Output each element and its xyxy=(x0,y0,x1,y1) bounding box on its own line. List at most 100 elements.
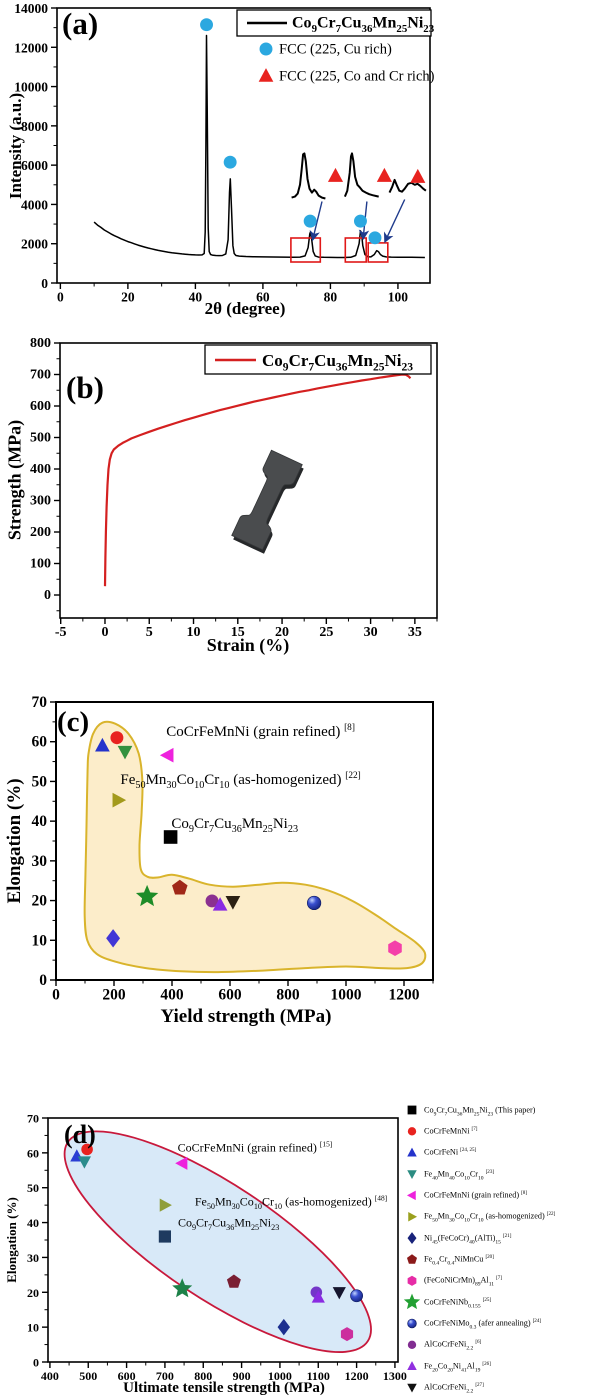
legend-marker-sphere xyxy=(407,1318,417,1329)
svg-text:0: 0 xyxy=(52,986,60,1003)
data-point xyxy=(172,1278,193,1298)
legend-marker-circle xyxy=(407,1340,417,1350)
data-point xyxy=(159,747,174,763)
svg-text:0: 0 xyxy=(41,276,48,291)
fcc-cu-peak-marker xyxy=(200,18,213,32)
svg-text:2000: 2000 xyxy=(21,237,48,252)
data-point xyxy=(226,1274,241,1288)
svg-text:14000: 14000 xyxy=(14,1,48,16)
data-point xyxy=(81,1143,93,1156)
svg-text:4000: 4000 xyxy=(21,197,48,212)
svg-text:20: 20 xyxy=(121,290,135,305)
svg-text:12000: 12000 xyxy=(14,40,48,55)
panel-b: -5 0 5 10 15 20 25 30 35 0 100 200 300 400 500 600 700 80… xyxy=(30,336,438,640)
tensile-specimen-image xyxy=(231,449,304,554)
svg-text:5: 5 xyxy=(146,625,153,640)
data-point xyxy=(159,1198,172,1212)
svg-text:8000: 8000 xyxy=(21,119,48,134)
inset-pointer-arrow-1 xyxy=(309,201,323,242)
svg-text:0: 0 xyxy=(44,588,51,603)
data-point xyxy=(117,745,133,760)
legend-marker-circle xyxy=(407,1127,417,1136)
svg-text:40: 40 xyxy=(32,813,48,830)
svg-text:800: 800 xyxy=(30,336,51,351)
legend-marker-star xyxy=(403,1293,421,1310)
legend-marker-triangle-left xyxy=(406,1190,416,1201)
svg-text:30: 30 xyxy=(364,625,378,640)
svg-text:60: 60 xyxy=(256,290,270,305)
svg-text:0: 0 xyxy=(57,290,64,305)
svg-text:30: 30 xyxy=(32,853,48,870)
fcc-cu-peak-marker xyxy=(303,214,317,228)
svg-text:0: 0 xyxy=(33,1356,39,1370)
peak-highlight-box-2 xyxy=(344,237,367,263)
data-point xyxy=(158,1230,171,1243)
panel-c: 0 200 400 600 800 1000 1200 0 10 20 30 40 50 60 70 xyxy=(32,694,434,1003)
legend-triangle-up-sample xyxy=(258,68,274,82)
svg-text:100: 100 xyxy=(388,290,409,305)
fcc-cu-peak-marker xyxy=(368,231,382,245)
svg-text:35: 35 xyxy=(408,625,422,640)
svg-text:200: 200 xyxy=(102,986,126,1003)
svg-text:900: 900 xyxy=(233,1369,251,1383)
legend-marker-pentagon xyxy=(406,1254,418,1264)
svg-text:500: 500 xyxy=(30,431,51,446)
axis-ticks: 0 200 400 600 800 1000 1200 0 10 20 30 40 50 60 70 xyxy=(32,694,434,1003)
axis-ticks: 0 20 40 60 80 100 0 2000 4000 6000 8000 10000 12000 1… xyxy=(14,1,408,305)
svg-text:100: 100 xyxy=(30,557,51,572)
svg-text:0: 0 xyxy=(101,625,108,640)
data-point xyxy=(205,894,219,908)
svg-text:10: 10 xyxy=(27,1321,39,1335)
svg-text:70: 70 xyxy=(32,694,48,711)
svg-text:200: 200 xyxy=(30,525,51,540)
data-point xyxy=(135,884,159,907)
data-point xyxy=(77,1156,91,1169)
plot-frame xyxy=(59,342,438,619)
svg-text:70: 70 xyxy=(27,1112,39,1126)
data-point xyxy=(388,940,402,957)
fcc-cocr-peak-marker xyxy=(410,168,426,183)
highlight-region xyxy=(83,720,427,974)
svg-text:1200: 1200 xyxy=(389,986,420,1003)
data-point xyxy=(95,737,110,752)
data-point xyxy=(112,792,127,808)
data-point xyxy=(110,731,124,745)
data-point xyxy=(350,1289,363,1303)
data-point xyxy=(172,879,188,895)
data-point xyxy=(175,1156,188,1170)
svg-text:50: 50 xyxy=(32,773,48,790)
data-point xyxy=(332,1287,346,1300)
svg-text:400: 400 xyxy=(30,462,51,477)
legend-marker-hexagon xyxy=(407,1275,417,1286)
svg-text:0: 0 xyxy=(39,972,47,989)
svg-text:60: 60 xyxy=(32,734,48,751)
svg-text:20: 20 xyxy=(32,893,48,910)
svg-text:10: 10 xyxy=(187,625,201,640)
svg-text:30: 30 xyxy=(27,1251,39,1265)
svg-text:800: 800 xyxy=(194,1369,212,1383)
svg-text:20: 20 xyxy=(27,1286,39,1300)
inset-peak-curve-3 xyxy=(388,178,427,194)
svg-text:700: 700 xyxy=(30,368,51,383)
legend-marker-triangle-down xyxy=(407,1383,417,1393)
svg-text:1000: 1000 xyxy=(331,986,362,1003)
svg-text:600: 600 xyxy=(30,399,51,414)
stress-strain-curve xyxy=(103,373,412,587)
panel-a: 0 20 40 60 80 100 0 2000 4000 6000 8000 10000 12000 1… xyxy=(14,1,432,305)
fcc-cocr-peak-marker xyxy=(376,167,392,182)
svg-text:25: 25 xyxy=(319,625,333,640)
data-point xyxy=(340,1327,354,1342)
legend-marker-square xyxy=(407,1105,417,1115)
inset-peak-curve-1 xyxy=(291,152,326,200)
axis-ticks: -5 0 5 10 15 20 25 30 35 0 100 200 300 400 500 600 700 80… xyxy=(30,336,438,640)
svg-text:-5: -5 xyxy=(55,625,67,640)
svg-text:800: 800 xyxy=(276,986,300,1003)
fcc-cu-peak-marker xyxy=(223,155,237,169)
xrd-curve xyxy=(93,34,425,259)
panel-d: 400 500 600 700 800 900 1000 1100 1200 1300 0 10 20 3… xyxy=(27,1105,421,1393)
svg-text:80: 80 xyxy=(324,290,338,305)
legend-marker-triangle-up xyxy=(407,1361,417,1370)
svg-text:40: 40 xyxy=(189,290,203,305)
svg-text:20: 20 xyxy=(275,625,289,640)
